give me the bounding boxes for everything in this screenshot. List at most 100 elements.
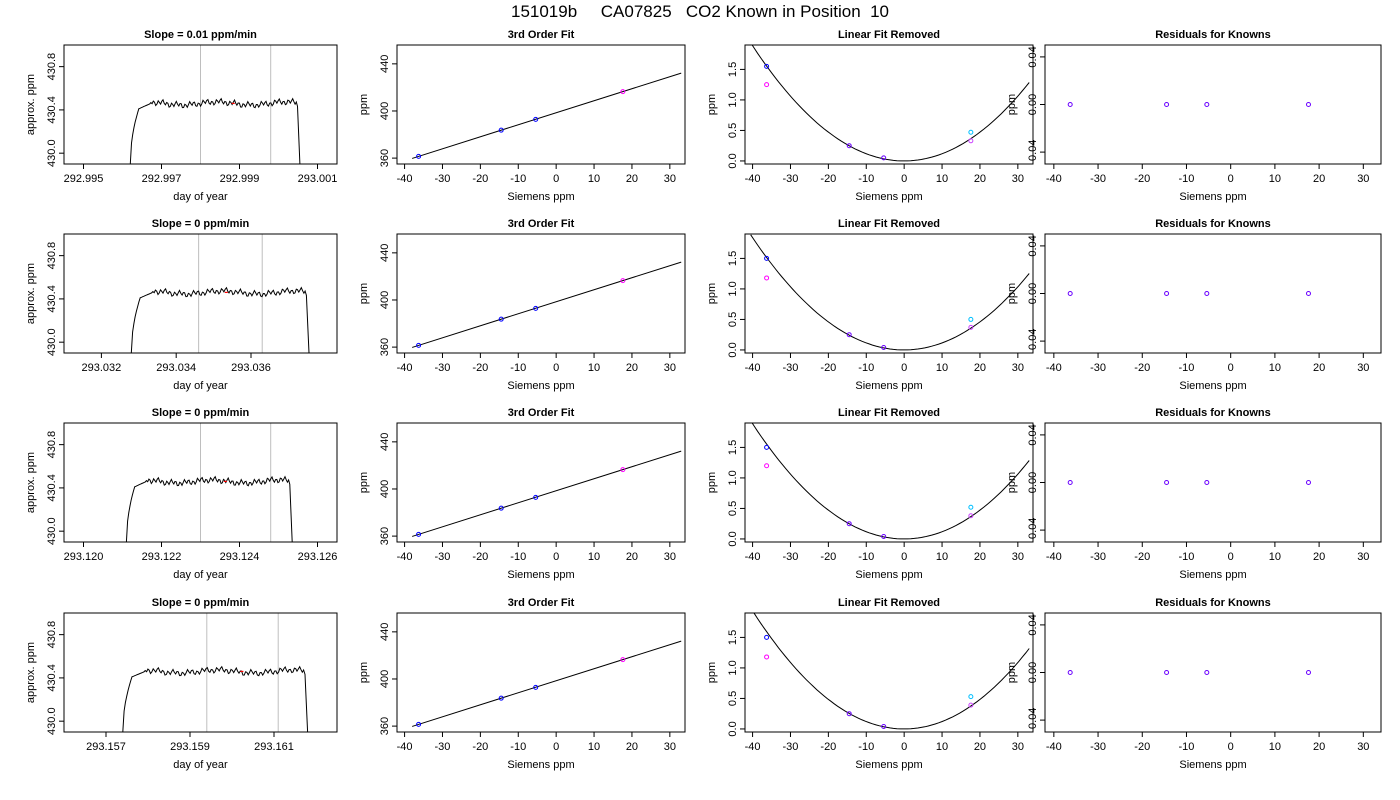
panel-data bbox=[1067, 670, 1311, 675]
data-point bbox=[1305, 291, 1311, 296]
x-tick-label: 30 bbox=[1357, 551, 1369, 563]
y-axis-label: approx. ppm bbox=[25, 452, 37, 513]
panel-title: Linear Fit Removed bbox=[838, 29, 940, 41]
x-tick-label: 0 bbox=[553, 173, 559, 185]
x-axis-label: Siemens ppm bbox=[855, 759, 922, 771]
x-tick-label: 10 bbox=[588, 741, 600, 753]
panel-title: 3rd Order Fit bbox=[508, 597, 575, 609]
chart-panel-r3c4: -40 -30 -20 -10 0 10 20 30-0.040.000.04Residual… bbox=[1006, 407, 1382, 581]
panel-data bbox=[130, 234, 310, 353]
data-point bbox=[968, 316, 974, 322]
data-point bbox=[498, 695, 504, 701]
chart-panel-r3c1: 293.120 293.122 293.124 293.126 430.0 430.4 43… bbox=[25, 407, 338, 581]
data-point bbox=[968, 702, 974, 708]
y-tick-label: 1.5 bbox=[727, 440, 739, 455]
x-tick-label: -40 bbox=[1046, 362, 1062, 374]
x-tick-label: 20 bbox=[1313, 551, 1325, 563]
x-tick-label: 20 bbox=[626, 362, 638, 374]
x-tick-label: -10 bbox=[510, 741, 526, 753]
y-tick-label: 1.5 bbox=[727, 62, 739, 77]
x-tick-label: -40 bbox=[397, 551, 413, 563]
x-tick-label: -30 bbox=[1090, 741, 1106, 753]
y-tick-label: -0.04 bbox=[1027, 140, 1039, 165]
co2-trace bbox=[130, 286, 310, 353]
y-axis-label: ppm bbox=[706, 472, 718, 493]
x-tick-label: 0 bbox=[1228, 741, 1234, 753]
x-tick-label: 20 bbox=[1313, 173, 1325, 185]
y-tick-label: 0.5 bbox=[727, 691, 739, 706]
data-point bbox=[968, 129, 974, 135]
y-tick-label: 1.0 bbox=[727, 660, 739, 675]
data-point bbox=[1204, 480, 1210, 485]
x-tick-label: -30 bbox=[1090, 362, 1106, 374]
chart-panel-r4c3: -40 -30 -20 -10 0 10 20 30 0.0 0.5 1.0 1.5 Linear Fi… bbox=[706, 597, 1034, 771]
x-axis-label: day of year bbox=[173, 569, 228, 581]
co2-trace bbox=[122, 665, 309, 732]
x-axis-label: Siemens ppm bbox=[1179, 191, 1246, 203]
x-axis-label: Siemens ppm bbox=[507, 191, 574, 203]
data-point bbox=[416, 342, 422, 348]
x-tick-label: -30 bbox=[435, 173, 451, 185]
y-axis-label: approx. ppm bbox=[25, 263, 37, 324]
x-tick-label: 20 bbox=[1313, 362, 1325, 374]
panel-title: Slope = 0.01 ppm/min bbox=[144, 29, 257, 41]
x-tick-label: 10 bbox=[588, 551, 600, 563]
y-tick-label: 0.0 bbox=[727, 342, 739, 357]
data-point bbox=[764, 255, 770, 261]
figure-title: 151019b CA07825 CO2 Known in Position 10 bbox=[510, 2, 890, 21]
x-tick-label: 0 bbox=[901, 362, 907, 374]
panel-title: Slope = 0 ppm/min bbox=[152, 597, 250, 609]
x-tick-label: -10 bbox=[858, 173, 874, 185]
panel-title: Linear Fit Removed bbox=[838, 597, 940, 609]
y-tick-label: 430.4 bbox=[46, 474, 58, 502]
x-axis-label: Siemens ppm bbox=[855, 569, 922, 581]
plot-frame bbox=[1044, 612, 1382, 733]
x-tick-label: 30 bbox=[664, 173, 676, 185]
panel-data bbox=[1067, 480, 1311, 485]
data-point bbox=[764, 654, 770, 660]
fit-line bbox=[412, 261, 682, 348]
data-point bbox=[846, 521, 852, 527]
y-tick-label: 440 bbox=[379, 623, 391, 641]
data-point bbox=[968, 138, 974, 144]
x-tick-label: 0 bbox=[1228, 551, 1234, 563]
data-point bbox=[1164, 291, 1170, 296]
x-tick-label: -20 bbox=[1134, 362, 1150, 374]
x-tick-label: -40 bbox=[397, 741, 413, 753]
y-tick-label: 430.0 bbox=[46, 139, 58, 167]
x-tick-label: 293.159 bbox=[170, 741, 210, 753]
panel-data bbox=[122, 613, 309, 732]
x-tick-label: -20 bbox=[820, 551, 836, 563]
x-axis-label: Siemens ppm bbox=[1179, 569, 1246, 581]
plot-frame bbox=[63, 44, 338, 165]
y-tick-label: 0.0 bbox=[727, 721, 739, 736]
y-tick-label: -0.04 bbox=[1027, 708, 1039, 733]
y-tick-label: 1.0 bbox=[727, 470, 739, 485]
y-tick-label: 430.8 bbox=[46, 53, 58, 81]
y-tick-label: 360 bbox=[379, 338, 391, 356]
x-tick-label: 293.034 bbox=[156, 362, 196, 374]
data-point bbox=[620, 89, 626, 95]
x-tick-label: 293.120 bbox=[64, 551, 104, 563]
plot-frame bbox=[1044, 44, 1382, 165]
x-tick-label: 293.161 bbox=[254, 741, 294, 753]
data-point bbox=[1164, 670, 1170, 675]
plot-frame bbox=[744, 422, 1034, 543]
x-tick-label: 0 bbox=[1228, 362, 1234, 374]
y-tick-label: 0.00 bbox=[1027, 472, 1039, 493]
data-point bbox=[620, 278, 626, 284]
data-point bbox=[498, 127, 504, 133]
x-tick-label: -20 bbox=[820, 741, 836, 753]
data-point bbox=[1067, 102, 1073, 107]
y-tick-label: 0.5 bbox=[727, 312, 739, 327]
co2-trace bbox=[129, 97, 301, 164]
y-tick-label: 0.04 bbox=[1027, 614, 1039, 635]
panel-title: Residuals for Knowns bbox=[1155, 29, 1271, 41]
plot-frame bbox=[1044, 233, 1382, 354]
panel-data bbox=[412, 261, 682, 348]
data-point bbox=[1305, 670, 1311, 675]
x-axis-label: Siemens ppm bbox=[507, 380, 574, 392]
panel-data bbox=[753, 613, 1030, 730]
data-point bbox=[533, 494, 539, 500]
plot-frame bbox=[396, 612, 686, 733]
